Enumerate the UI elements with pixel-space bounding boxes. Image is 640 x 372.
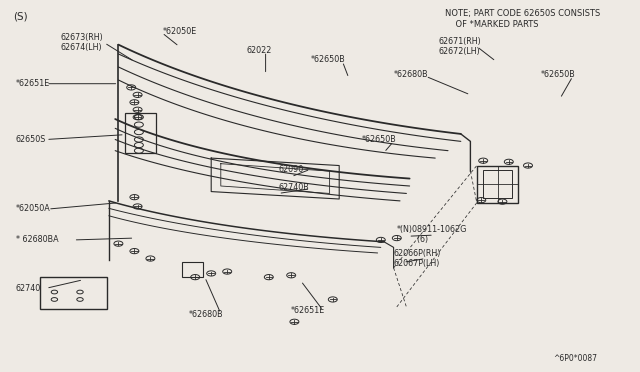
- Text: *62680B: *62680B: [189, 310, 223, 319]
- Text: 62740: 62740: [16, 284, 41, 293]
- FancyBboxPatch shape: [125, 113, 156, 153]
- Text: *(N)08911-1062G
        (6): *(N)08911-1062G (6): [397, 225, 467, 244]
- Text: 62673(RH)
62674(LH): 62673(RH) 62674(LH): [61, 33, 104, 52]
- Text: * 62680BA: * 62680BA: [16, 235, 59, 244]
- Text: 62066P(RH)
62067P(LH): 62066P(RH) 62067P(LH): [394, 249, 441, 268]
- Text: *62650B: *62650B: [362, 135, 396, 144]
- Text: 62090: 62090: [278, 165, 303, 174]
- FancyBboxPatch shape: [477, 166, 518, 203]
- Text: 62740B: 62740B: [278, 183, 309, 192]
- Text: NOTE; PART CODE 62650S CONSISTS
    OF *MARKED PARTS: NOTE; PART CODE 62650S CONSISTS OF *MARK…: [445, 9, 600, 29]
- Text: *62050E: *62050E: [163, 27, 198, 36]
- Text: (S): (S): [13, 11, 28, 21]
- Text: *62651E: *62651E: [291, 306, 326, 315]
- Text: 62671(RH)
62672(LH): 62671(RH) 62672(LH): [438, 37, 481, 56]
- Text: ^6P0*0087: ^6P0*0087: [554, 354, 598, 363]
- Text: *62651E: *62651E: [16, 79, 51, 88]
- FancyBboxPatch shape: [182, 262, 203, 277]
- Text: *62650B: *62650B: [310, 55, 345, 64]
- Text: 62650S: 62650S: [16, 135, 46, 144]
- Text: *62050A: *62050A: [16, 204, 51, 213]
- FancyBboxPatch shape: [40, 277, 107, 309]
- Text: *62650B: *62650B: [541, 70, 575, 79]
- Text: 62022: 62022: [246, 46, 272, 55]
- FancyBboxPatch shape: [483, 170, 512, 198]
- Text: *62680B: *62680B: [394, 70, 428, 79]
